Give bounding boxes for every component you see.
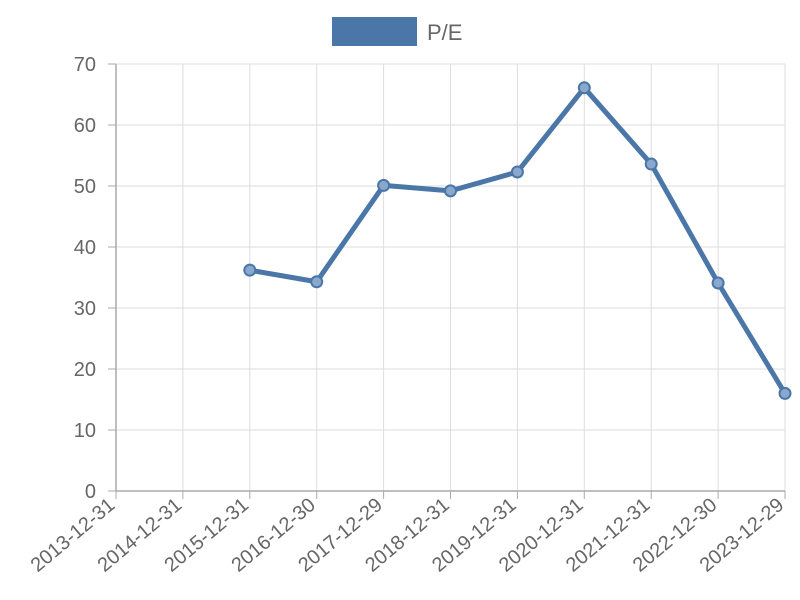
y-tick-label: 10: [74, 420, 96, 442]
data-point[interactable]: [310, 275, 324, 289]
data-point[interactable]: [711, 276, 725, 290]
y-tick-label: 30: [74, 298, 96, 320]
legend-swatch: [332, 17, 417, 46]
y-tick-label: 60: [74, 115, 96, 137]
y-tick-label: 40: [74, 237, 96, 259]
x-axis-ticks: 2013-12-312014-12-312015-12-312016-12-30…: [27, 491, 788, 577]
data-point[interactable]: [377, 178, 391, 192]
data-point[interactable]: [510, 165, 524, 179]
y-tick-label: 20: [74, 359, 96, 381]
data-point[interactable]: [444, 184, 457, 198]
series: [243, 81, 792, 400]
legend: P/E: [332, 17, 462, 46]
data-point[interactable]: [778, 386, 792, 400]
data-point[interactable]: [644, 157, 658, 171]
y-axis-ticks: 0 10 20 30 40 50 60 70: [74, 54, 116, 503]
grid: [115, 63, 786, 492]
y-tick-label: 50: [74, 176, 96, 198]
data-point[interactable]: [577, 81, 591, 95]
legend-label-pe: P/E: [427, 20, 462, 45]
y-tick-label: 0: [85, 481, 96, 503]
y-tick-label: 70: [74, 54, 96, 76]
data-point[interactable]: [243, 263, 257, 277]
